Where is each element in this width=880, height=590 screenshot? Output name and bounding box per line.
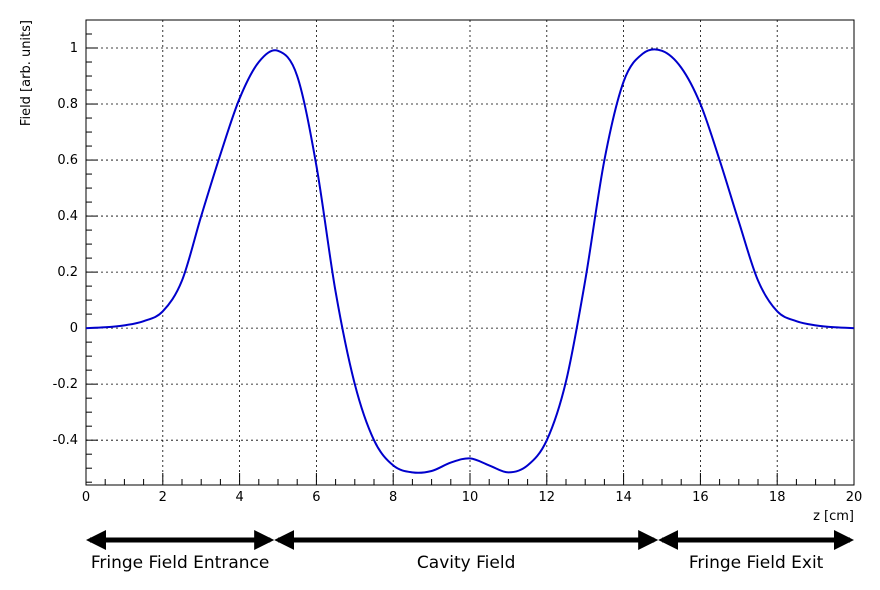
- x-tick-label: 10: [462, 490, 479, 505]
- tick-labels: 0 2 4 6 8 10 12 14 16 18 20 -0.4 -0.2 0 0.2 0.4 0.6 0.8 1: [53, 41, 863, 505]
- y-tick-label: -0.4: [53, 433, 78, 448]
- y-tick-label: -0.2: [53, 377, 78, 392]
- x-axis-title: z [cm]: [813, 509, 854, 524]
- x-tick-label: 8: [389, 490, 397, 505]
- x-tick-label: 18: [769, 490, 786, 505]
- y-axis-title: Field [arb. units]: [19, 20, 34, 126]
- x-tick-label: 16: [692, 490, 709, 505]
- x-tick-label: 2: [159, 490, 167, 505]
- region-label: Fringe Field Entrance: [91, 553, 270, 573]
- x-tick-label: 20: [846, 490, 863, 505]
- y-tick-label: 0.2: [57, 265, 78, 280]
- region-arrows: Fringe Field Entrance Cavity Field Fringe …: [86, 530, 854, 573]
- x-tick-label: 6: [312, 490, 320, 505]
- x-tick-label: 4: [235, 490, 243, 505]
- series-layer: [85, 48, 855, 474]
- region-label: Fringe Field Exit: [689, 553, 824, 573]
- axis-ticks: [85, 33, 855, 485]
- y-tick-label: 0.4: [57, 209, 78, 224]
- x-tick-label: 12: [539, 490, 556, 505]
- y-tick-label: 1: [70, 41, 78, 56]
- y-tick-label: 0: [70, 321, 78, 336]
- y-tick-label: 0.6: [57, 153, 78, 168]
- x-tick-label: 0: [82, 490, 90, 505]
- grid: [86, 20, 854, 485]
- x-tick-label: 14: [615, 490, 632, 505]
- y-tick-label: 0.8: [57, 97, 78, 112]
- field-series-line: [85, 48, 855, 474]
- region-label: Cavity Field: [417, 553, 515, 573]
